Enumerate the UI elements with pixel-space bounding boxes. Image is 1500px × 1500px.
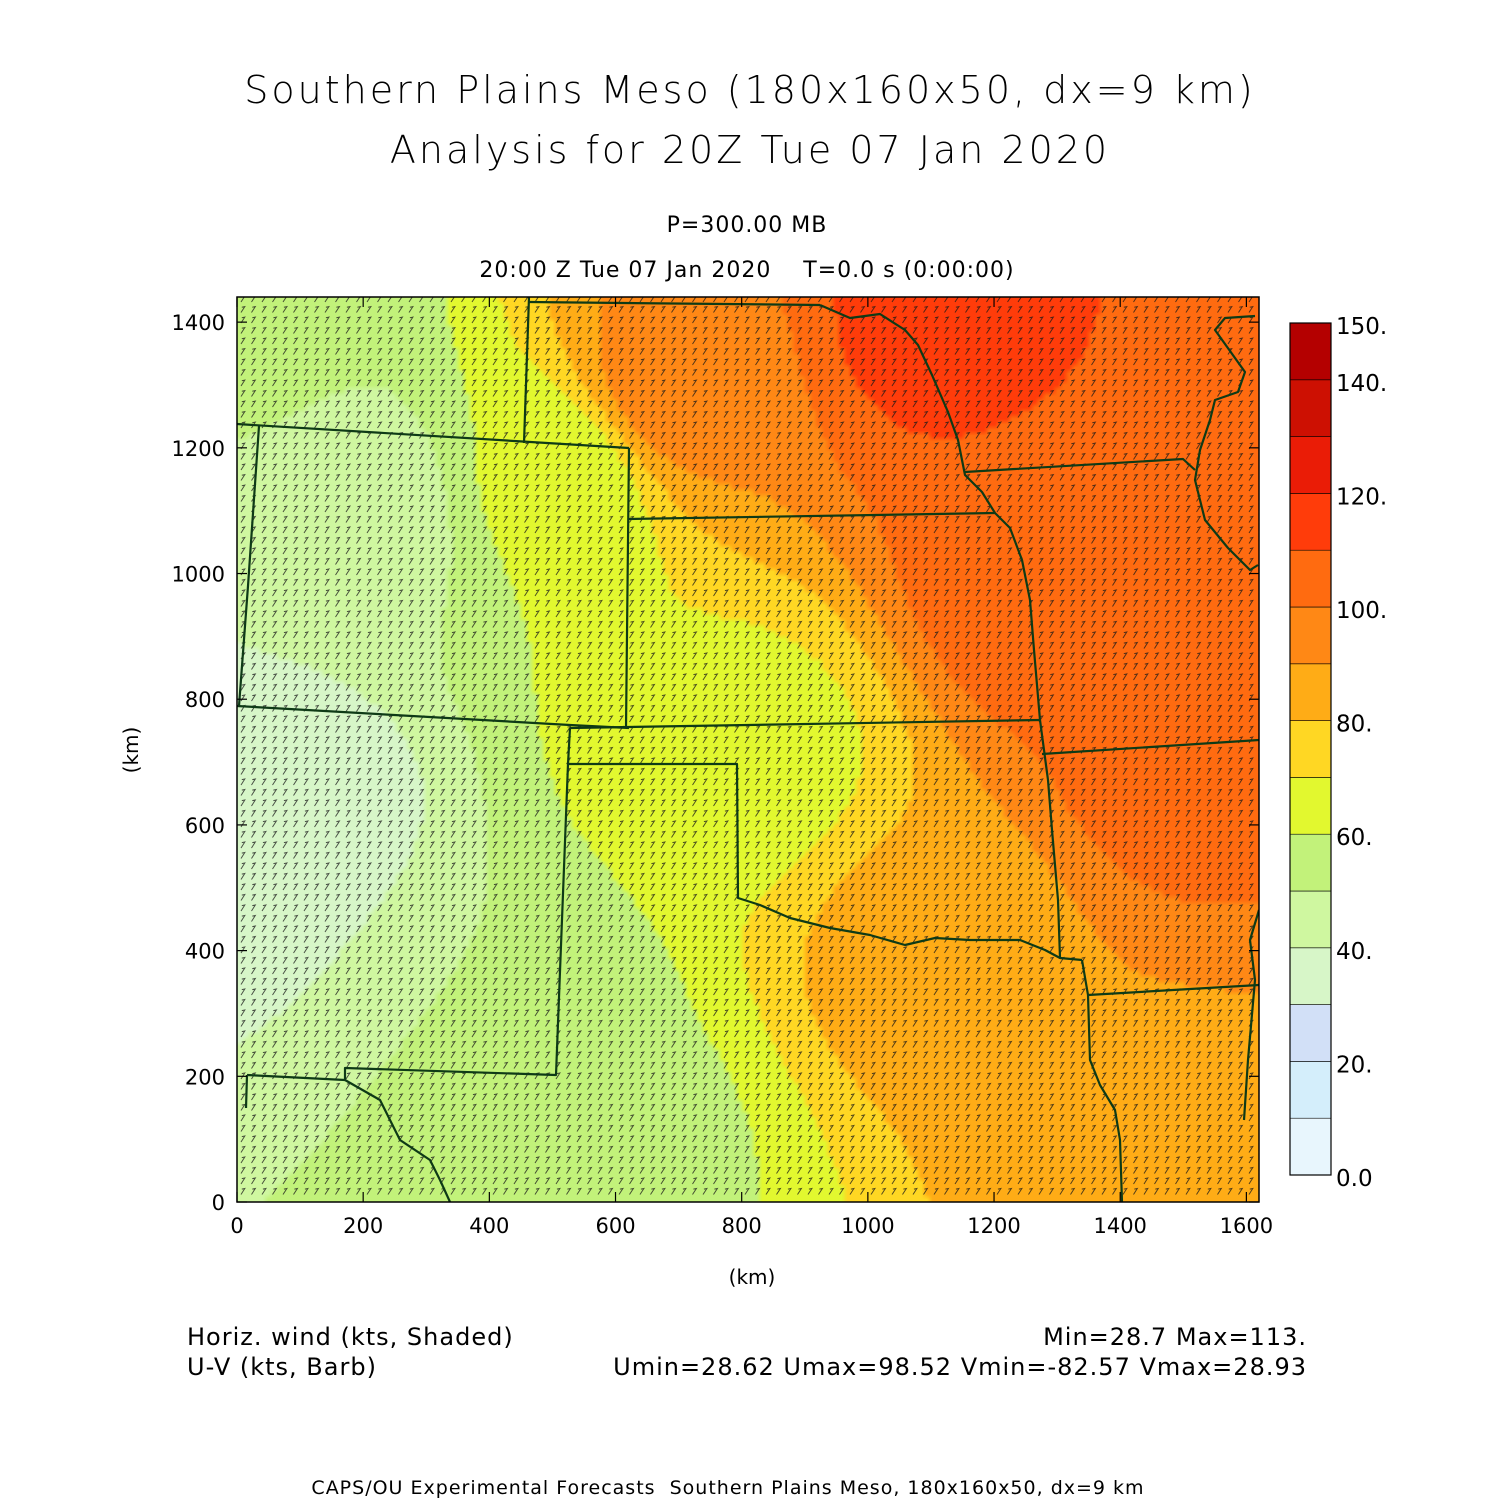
y-tick-label: 1000 <box>172 563 225 587</box>
x-tick-label: 800 <box>722 1214 762 1238</box>
newmexico-south-border <box>246 1073 346 1082</box>
colorbar-frame <box>1289 322 1332 1176</box>
kansas-oklahoma-border <box>569 718 1041 730</box>
missouri-river <box>819 303 1083 962</box>
utah-colorado-border <box>237 425 261 707</box>
rio-grande <box>344 1079 452 1202</box>
colorbar-swatch <box>1289 322 1332 381</box>
colorbar-swatch <box>1289 1004 1332 1062</box>
min-max-note: Min=28.7 Max=113. <box>1043 1323 1307 1351</box>
plot-frame <box>236 296 1260 1203</box>
colorbar-swatch <box>1289 1061 1332 1119</box>
pressure-level-label: P=300.00 MB <box>666 213 828 238</box>
iowa-missouri-border <box>964 457 1196 474</box>
y-tick-label: 800 <box>185 688 225 712</box>
missouri-arkansas-border <box>1041 738 1259 756</box>
colorado-wyoming-border <box>237 422 630 450</box>
colorbar-swatch <box>1289 606 1332 665</box>
barb-glyphs <box>240 297 1254 1195</box>
x-tick-label: 600 <box>595 1214 635 1238</box>
y-axis-label: (km) <box>119 727 143 774</box>
chart-title: Southern Plains Meso (180x160x50, dx=9 k… <box>244 68 1256 112</box>
uv-stats-note: Umin=28.62 Umax=98.52 Vmin=-82.57 Vmax=2… <box>613 1353 1307 1381</box>
colorbar-swatch <box>1289 379 1332 437</box>
mississippi-river <box>1193 314 1259 572</box>
colorbar-label: 140. <box>1336 371 1387 397</box>
x-axis: 0 200 400 600 800 1000 1200 1400 1600 <box>230 297 1273 1238</box>
colorbar-label: 0.0 <box>1336 1166 1373 1192</box>
chart-subtitle: Analysis for 20Z Tue 07 Jan 2020 <box>389 128 1111 172</box>
colorbar-swatch <box>1289 777 1332 835</box>
shaded-field-note: Horiz. wind (kts, Shaded) <box>187 1323 514 1351</box>
colorbar-label: 120. <box>1336 484 1387 510</box>
valid-time-label: 20:00 Z Tue 07 Jan 2020 T=0.0 s (0:00:00… <box>479 258 1015 283</box>
texas-newmexico-border <box>343 763 570 1080</box>
colorbar-label: 40. <box>1336 939 1373 965</box>
x-tick-label: 400 <box>469 1214 509 1238</box>
arkansas-louisiana-border <box>1087 983 1259 997</box>
colorbar-swatch <box>1289 436 1332 494</box>
colorbar-label: 80. <box>1336 712 1373 738</box>
state-boundaries <box>237 297 1259 1202</box>
y-tick-label: 0 <box>212 1191 225 1215</box>
x-tick-label: 200 <box>343 1214 383 1238</box>
colorbar: 0.0 20. 40. 60. 80. 100. 120. 140. 150. <box>1289 314 1387 1192</box>
colorbar-swatch <box>1289 833 1332 892</box>
colorbar-label: 60. <box>1336 825 1373 851</box>
arizona-newmexico-border <box>244 1074 249 1109</box>
colorbar-label: 150. <box>1336 314 1387 340</box>
colorbar-swatch <box>1289 663 1332 721</box>
colorbar-label: 20. <box>1336 1052 1373 1078</box>
y-tick-label: 1200 <box>172 437 225 461</box>
colorado-east-border <box>624 447 631 729</box>
x-axis-label: (km) <box>729 1265 776 1289</box>
x-tick-label: 1200 <box>967 1214 1020 1238</box>
credit-line: CAPS/OU Experimental Forecasts Southern … <box>311 1477 1145 1499</box>
y-tick-label: 1400 <box>172 311 225 335</box>
nebraska-west-border <box>522 297 531 444</box>
panhandle-outline <box>566 727 1061 959</box>
x-tick-label: 1400 <box>1093 1214 1146 1238</box>
oklahoma-arkansas-border <box>1080 959 1124 1202</box>
barb-field-note: U-V (kts, Barb) <box>187 1353 377 1381</box>
x-tick-label: 1600 <box>1220 1214 1273 1238</box>
colorbar-swatch <box>1289 1117 1332 1176</box>
colorbar-swatch <box>1289 549 1332 608</box>
nebraska-north-border <box>528 300 821 307</box>
colorbar-swatch <box>1289 947 1332 1005</box>
y-tick-label: 400 <box>185 940 225 964</box>
x-tick-label: 1000 <box>841 1214 894 1238</box>
colorbar-swatch <box>1289 720 1332 778</box>
colorbar-label: 100. <box>1336 598 1387 624</box>
east-edge-river <box>1242 909 1259 1121</box>
y-tick-label: 600 <box>185 814 225 838</box>
wind-barbs <box>240 297 1254 1195</box>
y-axis: 0 200 400 600 800 1000 1200 1400 <box>172 311 1259 1215</box>
colorbar-swatch <box>1289 493 1332 551</box>
x-tick-label: 0 <box>230 1214 243 1238</box>
y-tick-label: 200 <box>185 1065 225 1089</box>
nebraska-kansas-border <box>628 511 996 521</box>
colorbar-swatch <box>1289 890 1332 949</box>
